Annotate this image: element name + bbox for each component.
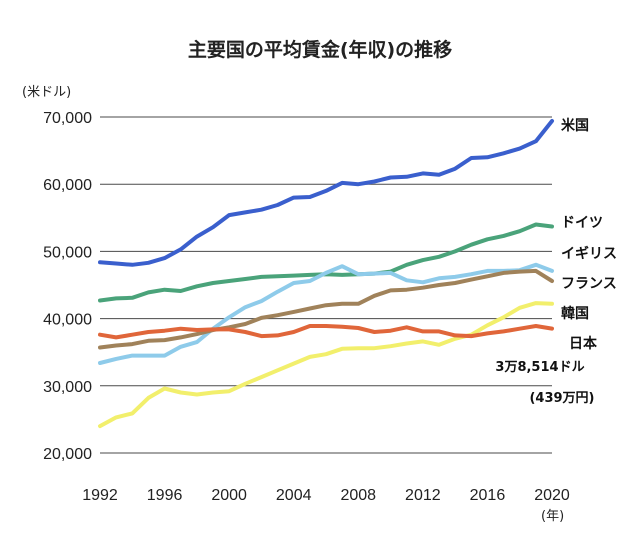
japan-value-annotation: 3万8,514ドル bbox=[495, 360, 584, 375]
y-tick-label: 70,000 bbox=[43, 110, 92, 127]
x-tick-label: 1992 bbox=[82, 487, 118, 504]
x-tick-label: 1996 bbox=[147, 487, 183, 504]
series-label-germany: ドイツ bbox=[561, 215, 603, 231]
gridlines bbox=[100, 116, 552, 454]
series-line-us bbox=[98, 119, 554, 267]
x-tick-label: 2004 bbox=[276, 487, 312, 504]
series-line-korea bbox=[98, 301, 554, 429]
y-axis-unit: (米ドル) bbox=[22, 85, 71, 100]
series-label-japan: 日本 bbox=[569, 335, 598, 352]
series-line-japan bbox=[98, 324, 554, 340]
series-label-france: フランス bbox=[561, 276, 617, 292]
x-tick-label: 2020 bbox=[534, 487, 570, 504]
series-label-us: 米国 bbox=[561, 117, 589, 134]
y-tick-label: 60,000 bbox=[43, 177, 92, 194]
x-tick-label: 2008 bbox=[340, 487, 376, 504]
series-label-korea: 韓国 bbox=[561, 305, 589, 322]
y-tick-label: 40,000 bbox=[43, 312, 92, 329]
x-axis-unit: (年) bbox=[541, 509, 564, 524]
x-tick-label: 2016 bbox=[470, 487, 506, 504]
series-line-france bbox=[98, 268, 554, 350]
japan-yen-annotation: (439万円) bbox=[529, 391, 594, 406]
series-line-germany bbox=[98, 222, 554, 303]
x-tick-label: 2000 bbox=[211, 487, 247, 504]
y-tick-label: 50,000 bbox=[43, 244, 92, 261]
x-tick-label: 2012 bbox=[405, 487, 441, 504]
series-lines bbox=[98, 119, 554, 429]
series-label-uk: イギリス bbox=[561, 245, 617, 262]
x-axis-ticks: 1992 1996 2000 2004 2008 2012 2016 2020 bbox=[82, 487, 570, 504]
y-tick-label: 30,000 bbox=[43, 379, 92, 396]
y-axis-ticks: 20,000 30,000 40,000 50,000 60,000 70,000 bbox=[43, 110, 92, 463]
series-line-uk bbox=[98, 262, 554, 365]
y-tick-label: 20,000 bbox=[43, 446, 92, 463]
chart-title: 主要国の平均賃金(年収)の推移 bbox=[188, 38, 452, 61]
